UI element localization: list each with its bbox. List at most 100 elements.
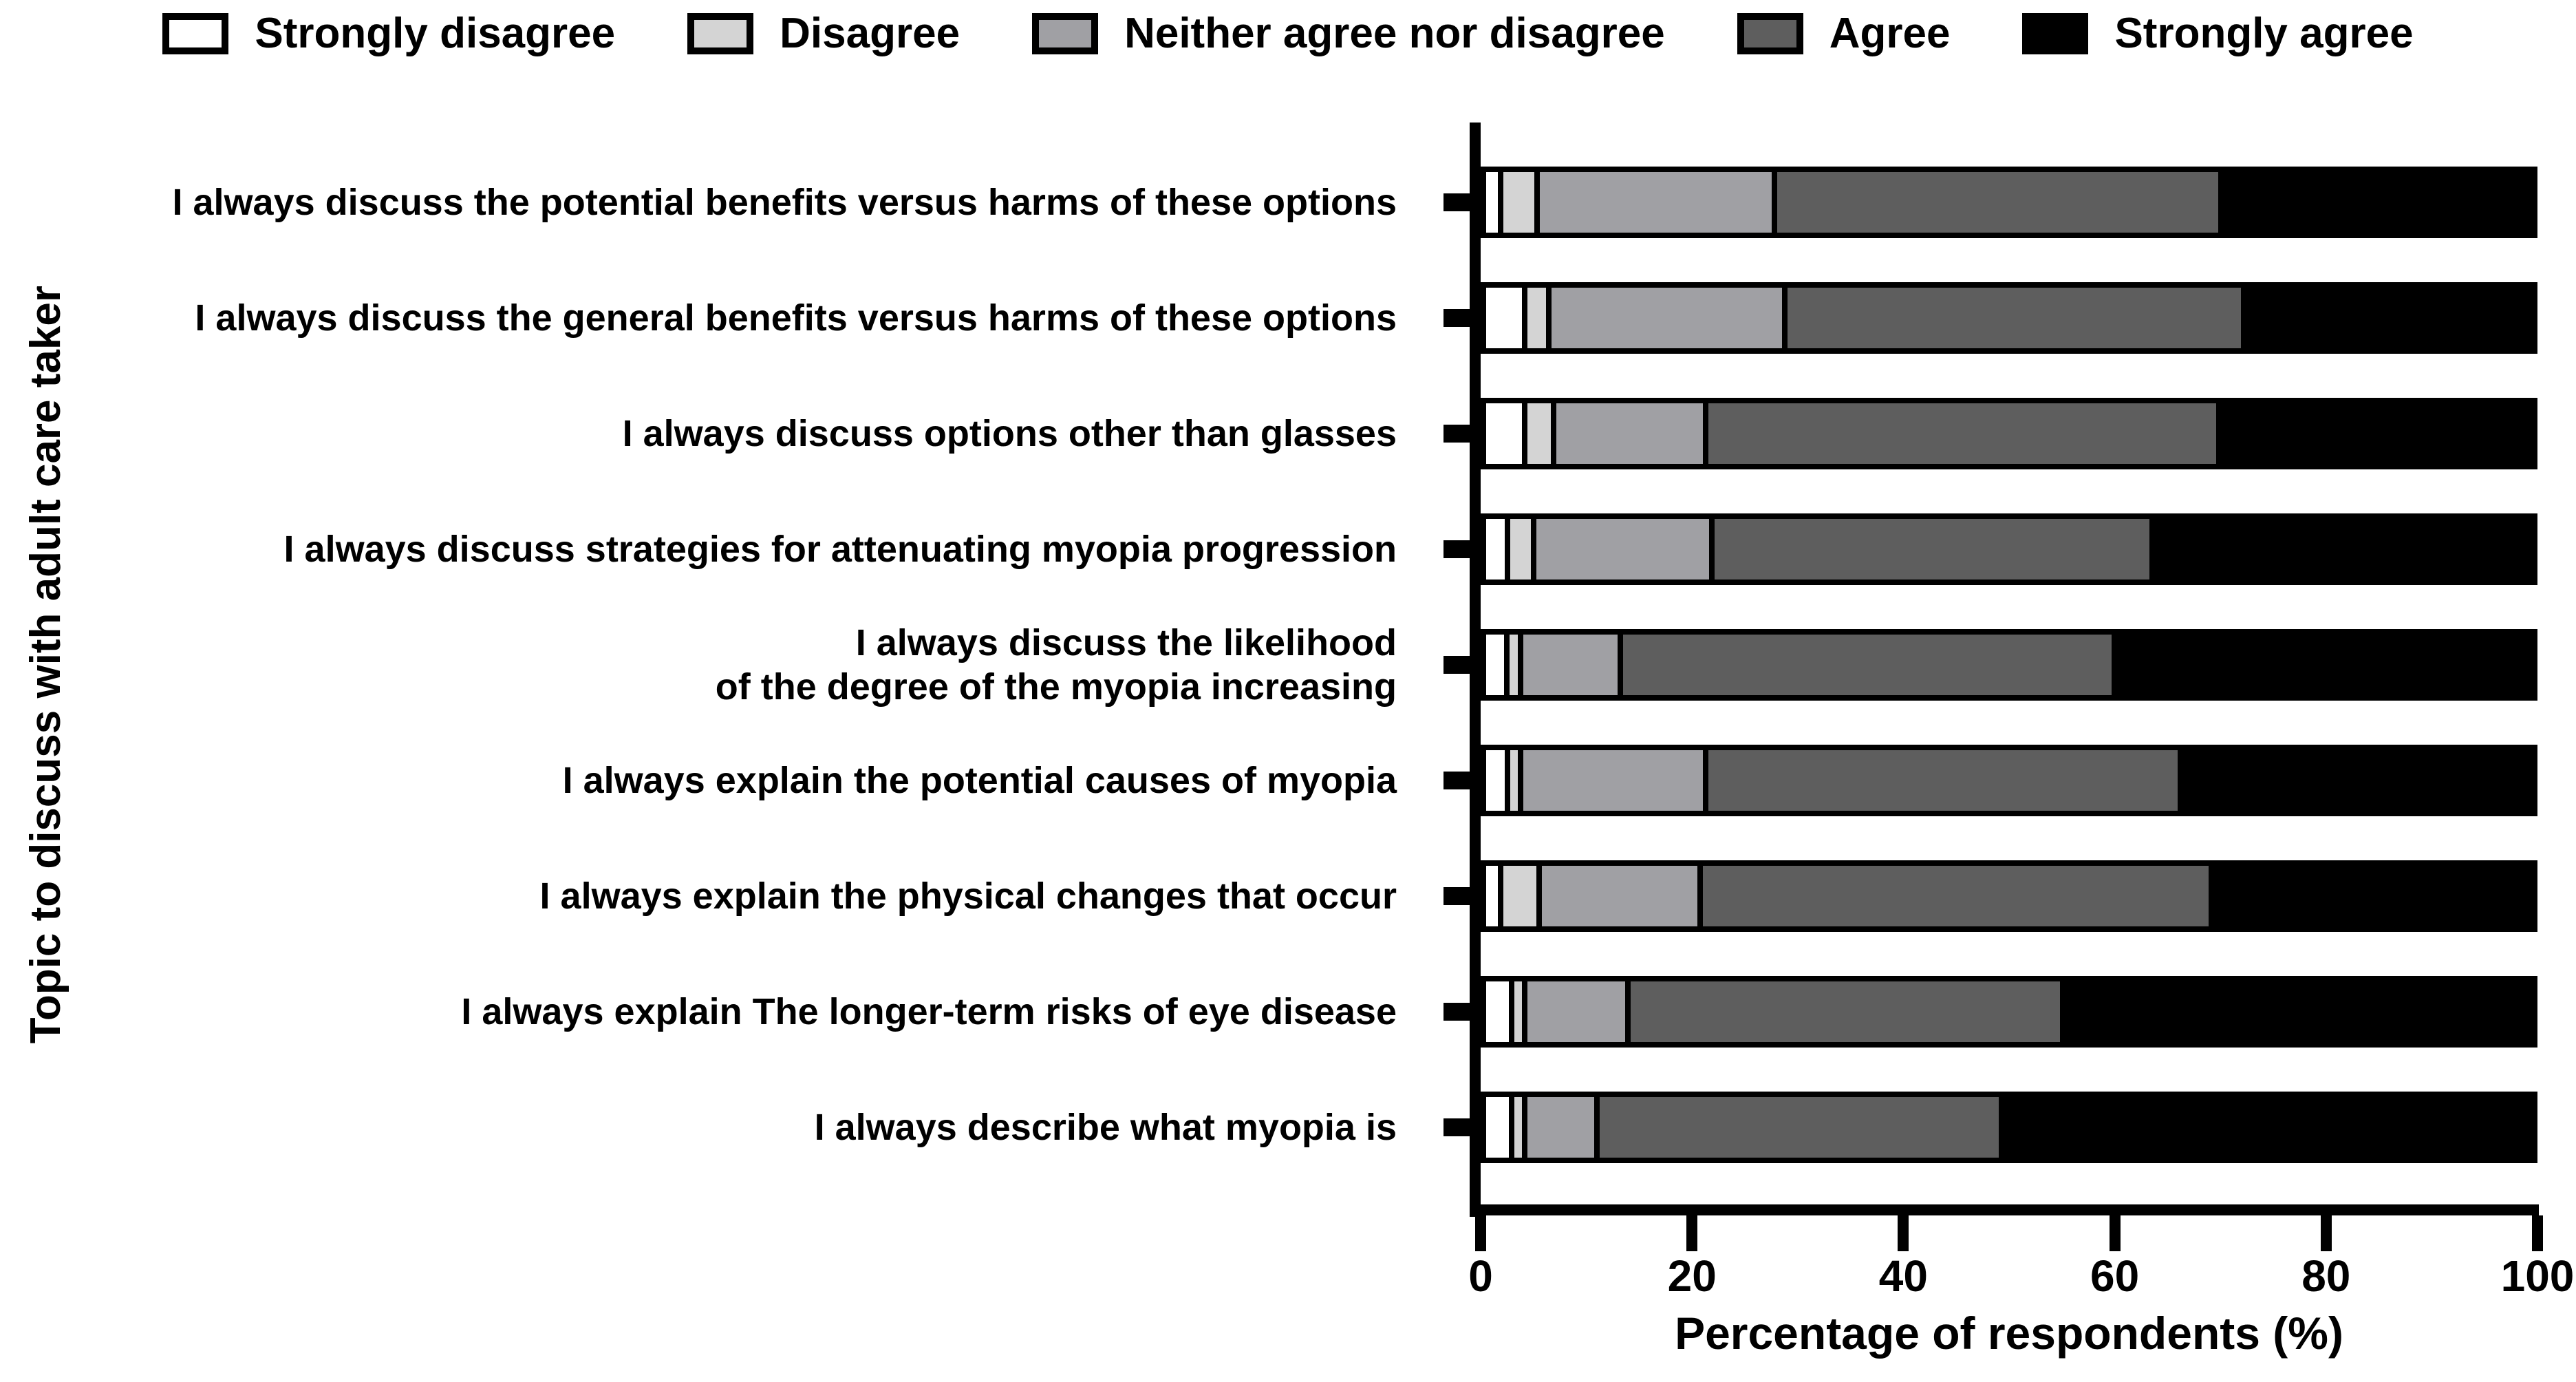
stacked-bar [1481,860,2537,932]
bar-segment-neither-agree-nor-disagree [1517,750,1703,811]
bar-segment-agree [1702,750,2178,811]
bar-segment-agree [1697,866,2209,926]
legend-key-strongly-agree-icon [2022,13,2089,54]
bar-row: I always discuss the likelihood of the d… [0,607,2576,723]
x-axis-tick [1475,1215,1486,1251]
y-axis-tick [1443,772,1470,789]
stacked-bar [1481,398,2537,469]
y-axis-tick [1443,1118,1470,1136]
legend-key-strongly-disagree-icon [162,13,229,54]
bar-row: I always explain The longer-term risks o… [0,954,2576,1070]
legend-label: Neither agree nor disagree [1124,10,1665,57]
bar-segment-strongly-agree [2177,750,2532,811]
x-axis-tick-label: 40 [1878,1251,1928,1301]
x-axis-tick [2532,1215,2543,1251]
stacked-bar [1481,976,2537,1048]
x-axis-tick [1898,1215,1909,1251]
bar-row: I always discuss the general benefits ve… [0,260,2576,376]
bar-segment-disagree [1505,519,1532,580]
bar-segment-disagree [1509,981,1522,1042]
bar-segment-neither-agree-nor-disagree [1545,288,1783,348]
legend-label: Strongly disagree [255,10,616,57]
category-label: I always discuss the potential benefits … [172,182,1397,223]
bar-row: I always discuss the potential benefits … [0,145,2576,260]
category-label: I always discuss the likelihood of the d… [715,622,1397,708]
legend-label: Strongly agree [2114,10,2414,57]
x-axis-tick [2109,1215,2121,1251]
chart-legend: Strongly disagree Disagree Neither agree n… [0,12,2576,55]
y-axis-tick [1443,887,1470,905]
bar-segment-strongly-disagree [1486,981,1510,1042]
stacked-bar [1481,513,2537,585]
legend-item-strongly-disagree: Strongly disagree [162,12,615,55]
bar-segment-strongly-agree [2218,172,2532,233]
y-axis-tick [1443,1003,1470,1021]
bar-segment-disagree [1509,1097,1522,1158]
bar-segment-agree [1625,981,2061,1042]
stacked-bar [1481,1092,2537,1163]
bar-row: I always describe what myopia is [0,1070,2576,1185]
legend-item-disagree: Disagree [687,12,960,55]
bar-segment-neither-agree-nor-disagree [1521,981,1626,1042]
bar-segment-disagree [1497,172,1534,233]
y-axis-tick [1443,309,1470,327]
bar-segment-agree [1593,1097,1999,1158]
bar-segment-neither-agree-nor-disagree [1531,519,1709,580]
stacked-bar [1481,629,2537,701]
y-axis-tick [1443,425,1470,443]
bar-segment-disagree [1521,403,1552,464]
legend-key-disagree-icon [687,13,754,54]
y-axis-line [1470,123,1481,1217]
bar-segment-strongly-agree [2209,866,2532,926]
x-axis-tick [1686,1215,1698,1251]
bar-segment-disagree [1503,635,1518,695]
bar-segment-disagree [1521,288,1546,348]
y-axis-tick [1443,540,1470,558]
bar-segment-agree [1702,403,2216,464]
stacked-bar [1481,282,2537,354]
category-label: I always explain the physical changes th… [539,875,1397,917]
legend-key-agree-icon [1737,13,1803,54]
x-axis-tick-label: 100 [2500,1251,2575,1301]
y-axis-tick [1443,193,1470,211]
bar-segment-neither-agree-nor-disagree [1521,1097,1594,1158]
bar-segment-neither-agree-nor-disagree [1536,866,1698,926]
category-label: I always explain the potential causes of… [562,760,1397,801]
x-axis-tick-label: 20 [1667,1251,1717,1301]
category-label: I always discuss the general benefits ve… [195,297,1397,339]
bar-segment-strongly-agree [2241,288,2532,348]
stacked-bar [1481,745,2537,816]
bar-segment-agree [1618,635,2112,695]
bar-segment-disagree [1505,750,1518,811]
y-axis-tick [1443,656,1470,674]
bar-segment-strongly-disagree [1486,519,1505,580]
x-axis-tick-label: 80 [2301,1251,2351,1301]
bar-segment-strongly-disagree [1486,403,1522,464]
bar-segment-neither-agree-nor-disagree [1517,635,1618,695]
bar-segment-strongly-agree [2149,519,2532,580]
bar-segment-neither-agree-nor-disagree [1551,403,1703,464]
x-axis-tick-label: 0 [1468,1251,1493,1301]
bar-row: I always discuss options other than glas… [0,376,2576,491]
bar-segment-strongly-disagree [1486,288,1522,348]
x-axis-line [1470,1204,2539,1215]
bar-segment-strongly-agree [2215,403,2532,464]
legend-label: Disagree [780,10,960,57]
bar-row: I always discuss strategies for attenuat… [0,491,2576,607]
bar-segment-strongly-disagree [1486,866,1498,926]
x-axis-tick [2320,1215,2332,1251]
category-label: I always discuss strategies for attenuat… [283,529,1397,570]
x-axis-title: Percentage of respondents (%) [1675,1308,2343,1359]
bar-segment-strongly-agree [2060,981,2532,1042]
category-label: I always explain The longer-term risks o… [461,991,1397,1032]
bar-segment-strongly-disagree [1486,172,1498,233]
bar-segment-disagree [1497,866,1536,926]
category-label: I always describe what myopia is [814,1107,1397,1148]
legend-item-neither-agree-nor-disagree: Neither agree nor disagree [1032,12,1665,55]
bar-segment-strongly-disagree [1486,750,1505,811]
bar-segment-agree [1708,519,2149,580]
bar-segment-strongly-agree [2111,635,2532,695]
bar-segment-strongly-agree [1998,1097,2532,1158]
bar-row: I always explain the potential causes of… [0,723,2576,838]
x-axis-tick-label: 60 [2090,1251,2140,1301]
